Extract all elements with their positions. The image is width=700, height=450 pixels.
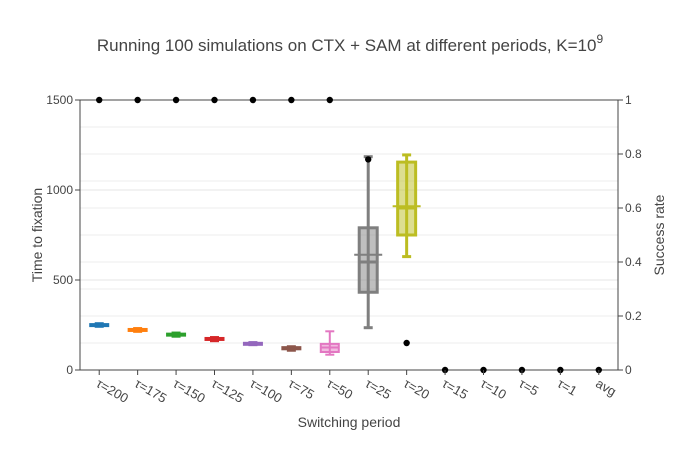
chart-title: Running 100 simulations on CTX + SAM at …	[97, 32, 604, 55]
x-tick-label: avg	[593, 376, 619, 399]
left-y-axis-title: Time to fixation	[29, 188, 45, 282]
success-rate-point	[172, 96, 180, 104]
box-6	[319, 330, 340, 356]
right-y-axis-title: Success rate	[651, 194, 667, 275]
box-4	[242, 341, 263, 347]
x-tick-label: τ=100	[247, 376, 284, 406]
x-tick-label: τ=15	[440, 376, 471, 403]
x-tick-label: τ=200	[94, 376, 131, 406]
y-left-tick-label: 1500	[46, 93, 73, 107]
box-series	[89, 153, 421, 356]
y-left-tick-label: 0	[66, 363, 73, 377]
x-tick-label: τ=1	[555, 376, 580, 399]
success-rate-point	[96, 96, 103, 104]
success-rate-points	[96, 96, 602, 374]
success-rate-point	[134, 96, 141, 104]
success-rate-point	[211, 96, 218, 104]
left-y-axis: 0 500 1000 1500	[46, 93, 80, 377]
x-tick-label: τ=10	[478, 376, 509, 403]
box-0	[89, 322, 110, 328]
box-8	[392, 153, 421, 259]
box-2	[166, 331, 187, 338]
x-tick-label: τ=125	[209, 376, 246, 406]
box-5	[281, 345, 302, 352]
success-rate-point	[326, 96, 333, 104]
gridlines	[80, 126, 618, 344]
chart-title-main: Running 100 simulations on CTX + SAM at …	[97, 36, 597, 55]
x-tick-label: τ=175	[132, 376, 169, 406]
plot-frame	[79, 99, 619, 371]
y-right-tick-label: 1	[625, 93, 632, 107]
x-axis: τ=200 τ=175 τ=150 τ=125 τ=100 τ=75 τ=50 τ=25 τ=2…	[94, 370, 619, 406]
x-tick-label: τ=25	[363, 376, 394, 403]
box-3	[204, 336, 225, 343]
right-y-axis: 0 0.2 0.4 0.6 0.8 1	[618, 93, 642, 377]
x-tick-label: τ=20	[401, 376, 432, 403]
x-tick-label: τ=5	[516, 376, 541, 399]
x-tick-label: τ=75	[286, 376, 317, 403]
success-rate-point	[249, 96, 257, 104]
success-rate-point	[403, 339, 410, 347]
y-right-tick-label: 0.2	[625, 309, 642, 323]
chart-title-superscript: 9	[596, 32, 603, 46]
y-right-tick-label: 0.8	[625, 147, 642, 161]
x-tick-label: τ=50	[324, 376, 355, 403]
box-7	[354, 155, 383, 330]
x-tick-label: τ=150	[171, 376, 208, 406]
success-rate-point	[288, 96, 295, 104]
x-axis-title: Switching period	[298, 414, 401, 430]
success-rate-point	[365, 156, 372, 163]
y-left-tick-label: 500	[53, 273, 73, 287]
y-right-tick-label: 0.4	[625, 255, 642, 269]
y-right-tick-label: 0.6	[625, 201, 642, 215]
box-body	[357, 226, 379, 294]
y-right-tick-label: 0	[625, 363, 632, 377]
box-1	[127, 327, 148, 333]
y-left-tick-label: 1000	[46, 183, 73, 197]
box-body	[396, 160, 418, 237]
